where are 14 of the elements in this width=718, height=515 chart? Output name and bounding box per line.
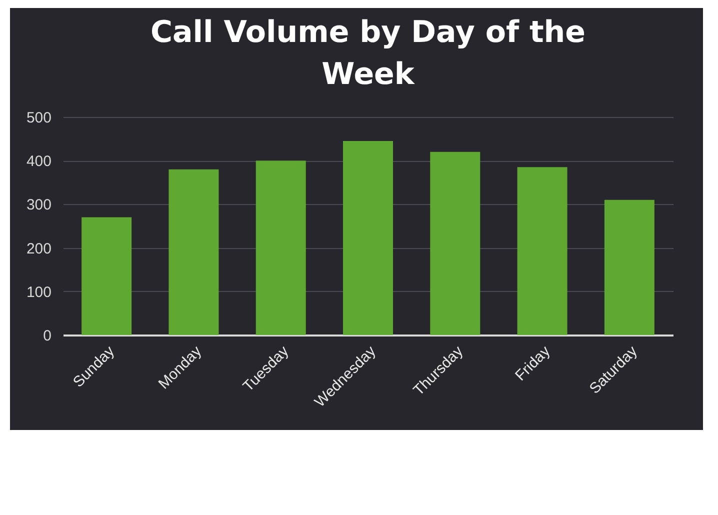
bar [168,169,219,335]
bar [82,217,132,335]
chart-title: Call Volume by Day of the Week [150,15,586,92]
y-tick-label: 300 [26,196,52,214]
bar [256,160,306,335]
bar [430,152,480,335]
y-tick-label: 0 [43,328,52,344]
y-tick-label: 400 [26,153,52,170]
bar [604,200,654,335]
bar [343,140,393,335]
y-tick-label: 100 [26,284,52,301]
bar [517,167,568,335]
y-tick-label: 200 [26,240,52,258]
y-tick-label: 500 [26,110,52,126]
